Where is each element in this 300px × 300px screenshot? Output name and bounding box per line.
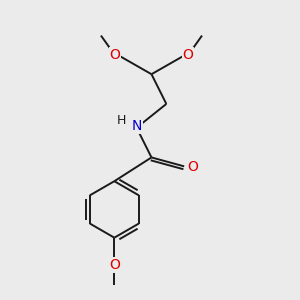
Text: O: O [109, 258, 120, 272]
Text: O: O [187, 160, 198, 174]
Text: N: N [131, 119, 142, 133]
Text: O: O [183, 48, 194, 62]
Text: O: O [110, 48, 120, 62]
Text: H: H [116, 114, 126, 127]
